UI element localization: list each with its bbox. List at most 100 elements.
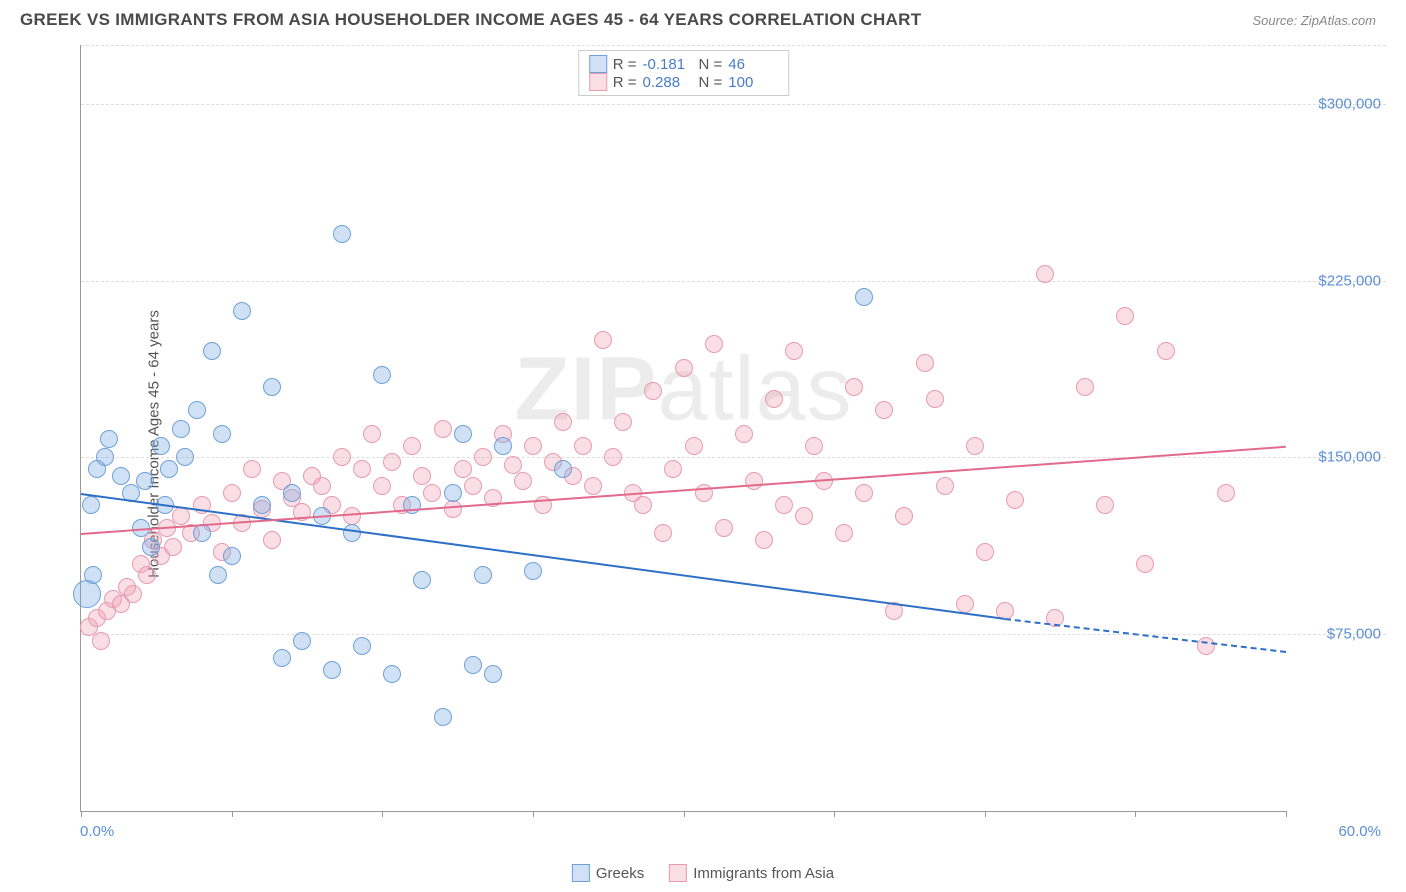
- data-point: [164, 538, 182, 556]
- data-point: [263, 531, 281, 549]
- data-point: [172, 420, 190, 438]
- data-point: [263, 378, 281, 396]
- data-point: [584, 477, 602, 495]
- data-point: [855, 484, 873, 502]
- data-point: [176, 448, 194, 466]
- data-point: [1096, 496, 1114, 514]
- legend: Greeks Immigrants from Asia: [572, 864, 834, 882]
- data-point: [1136, 555, 1154, 573]
- x-tick: [382, 811, 383, 817]
- source-label: Source: ZipAtlas.com: [1252, 13, 1376, 28]
- data-point: [835, 524, 853, 542]
- data-point: [805, 437, 823, 455]
- watermark-bold: ZIP: [514, 339, 657, 439]
- data-point: [926, 390, 944, 408]
- n-label: N =: [699, 56, 723, 73]
- data-point: [92, 632, 110, 650]
- data-point: [243, 460, 261, 478]
- chart-title: GREEK VS IMMIGRANTS FROM ASIA HOUSEHOLDE…: [20, 10, 921, 30]
- data-point: [444, 484, 462, 502]
- data-point: [203, 342, 221, 360]
- data-point: [1217, 484, 1235, 502]
- legend-swatch-2-icon: [669, 864, 687, 882]
- data-point: [745, 472, 763, 490]
- data-point: [353, 637, 371, 655]
- data-point: [112, 467, 130, 485]
- data-point: [138, 566, 156, 584]
- data-point: [554, 460, 572, 478]
- r-label: R =: [613, 56, 637, 73]
- data-point: [213, 425, 231, 443]
- data-point: [188, 401, 206, 419]
- data-point: [1116, 307, 1134, 325]
- data-point: [514, 472, 532, 490]
- data-point: [675, 359, 693, 377]
- data-point: [504, 456, 522, 474]
- data-point: [444, 500, 462, 518]
- data-point: [1157, 342, 1175, 360]
- data-point: [775, 496, 793, 514]
- r-value-1: -0.181: [643, 56, 693, 73]
- x-tick: [1286, 811, 1287, 817]
- data-point: [755, 531, 773, 549]
- data-point: [152, 437, 170, 455]
- data-point: [434, 708, 452, 726]
- data-point: [474, 566, 492, 584]
- data-point: [253, 496, 271, 514]
- legend-item-1: Greeks: [572, 864, 644, 882]
- x-tick: [232, 811, 233, 817]
- data-point: [1036, 265, 1054, 283]
- data-point: [795, 507, 813, 525]
- legend-swatch-1-icon: [572, 864, 590, 882]
- n-value-1: 46: [728, 56, 778, 73]
- data-point: [474, 448, 492, 466]
- data-point: [73, 580, 101, 608]
- legend-label-1: Greeks: [596, 865, 644, 882]
- data-point: [464, 477, 482, 495]
- data-point: [966, 437, 984, 455]
- data-point: [916, 354, 934, 372]
- swatch-series1-icon: [589, 55, 607, 73]
- data-point: [373, 477, 391, 495]
- chart-header: GREEK VS IMMIGRANTS FROM ASIA HOUSEHOLDE…: [0, 0, 1406, 35]
- data-point: [644, 382, 662, 400]
- data-point: [855, 288, 873, 306]
- data-point: [423, 484, 441, 502]
- gridline: [81, 634, 1386, 635]
- data-point: [765, 390, 783, 408]
- data-point: [160, 460, 178, 478]
- data-point: [209, 566, 227, 584]
- data-point: [976, 543, 994, 561]
- trend-line: [81, 446, 1286, 535]
- swatch-series2-icon: [589, 73, 607, 91]
- data-point: [1006, 491, 1024, 509]
- data-point: [895, 507, 913, 525]
- data-point: [333, 225, 351, 243]
- data-point: [1197, 637, 1215, 655]
- gridline: [81, 281, 1386, 282]
- data-point: [403, 437, 421, 455]
- data-point: [273, 649, 291, 667]
- data-point: [333, 448, 351, 466]
- data-point: [313, 477, 331, 495]
- y-tick-label: $150,000: [1318, 449, 1381, 466]
- gridline: [81, 457, 1386, 458]
- data-point: [413, 571, 431, 589]
- data-point: [956, 595, 974, 613]
- plot-region: ZIPatlas R = -0.181 N = 46 R = 0.288 N =…: [80, 45, 1286, 812]
- data-point: [223, 547, 241, 565]
- watermark-thin: atlas: [657, 339, 852, 439]
- data-point: [785, 342, 803, 360]
- data-point: [1076, 378, 1094, 396]
- legend-label-2: Immigrants from Asia: [693, 865, 834, 882]
- data-point: [574, 437, 592, 455]
- data-point: [715, 519, 733, 537]
- data-point: [554, 413, 572, 431]
- data-point: [634, 496, 652, 514]
- x-min-label: 0.0%: [80, 823, 114, 840]
- y-tick-label: $75,000: [1327, 626, 1381, 643]
- r-label: R =: [613, 74, 637, 91]
- data-point: [343, 524, 361, 542]
- data-point: [293, 632, 311, 650]
- data-point: [875, 401, 893, 419]
